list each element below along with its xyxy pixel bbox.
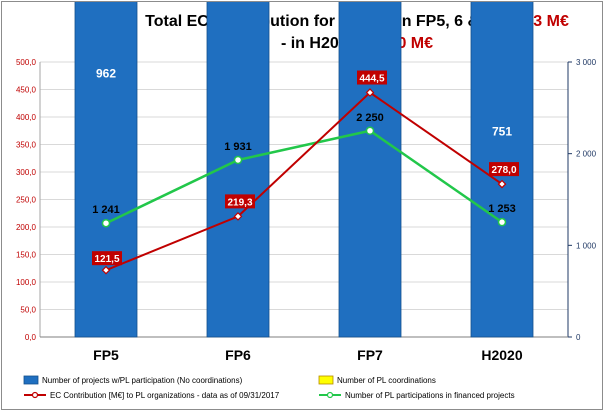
contribution-label-box: [489, 162, 519, 177]
point-participations: [101, 218, 111, 228]
contribution-label-box: [225, 194, 255, 209]
left-tick-label: 400,0: [16, 113, 37, 122]
legend-label: EC Contribution [M€] to PL organizations…: [50, 391, 280, 400]
category-label: FP5: [93, 347, 119, 363]
line-participations: [105, 129, 503, 225]
participations-label: 1 253: [488, 203, 516, 215]
bar-projects-label: 751: [492, 124, 512, 138]
legend: Number of projects w/PL participation (N…: [23, 375, 515, 400]
line-contribution: [105, 91, 503, 272]
point-participations: [365, 126, 375, 135]
point-contribution: [233, 212, 243, 221]
legend-swatch: [23, 375, 39, 385]
contribution-label: 444,5: [359, 74, 384, 85]
contribution-label-box: [92, 251, 122, 266]
left-tick-label: 100,0: [16, 278, 37, 287]
left-tick-label: 150,0: [16, 251, 37, 260]
left-tick-label: 450,0: [16, 86, 37, 95]
contribution-label: 219,3: [227, 197, 252, 208]
bars: [74, 2, 534, 338]
participations-label: 1 931: [224, 141, 252, 153]
legend-marker: [31, 391, 39, 399]
contribution-label-box: [357, 70, 387, 85]
left-tick-label: 300,0: [16, 168, 37, 177]
right-tick-label: 2 000: [576, 150, 597, 159]
left-tick-label: 350,0: [16, 141, 37, 150]
bar-projects-label: 1 245: [223, 2, 253, 3]
left-tick-label: 250,0: [16, 196, 37, 205]
title-line-1-text: Total EC Contribution for Poland in FP5,…: [145, 13, 502, 30]
legend-marker: [326, 391, 334, 399]
bar-projects: [338, 2, 402, 338]
point-participations: [233, 155, 243, 165]
left-tick-label: 500,0: [16, 58, 37, 67]
right-tick-label: 0: [576, 333, 581, 342]
category-label: H2020: [481, 347, 522, 363]
right-tick-label: 3 000: [576, 58, 597, 67]
left-tick-label: 50,0: [20, 306, 36, 315]
legend-label: Number of projects w/PL participation (N…: [42, 376, 243, 385]
category-label: FP7: [357, 347, 383, 363]
legend-label: Number of PL coordinations: [337, 376, 436, 385]
point-contribution: [365, 88, 375, 97]
point-contribution: [497, 179, 507, 189]
right-tick-label: 1 000: [576, 241, 597, 250]
participations-label: 2 250: [356, 112, 384, 124]
bar-projects: [74, 2, 138, 338]
lines: [101, 88, 507, 275]
participations-label: 1 241: [92, 204, 120, 216]
left-tick-label: 0,0: [25, 333, 37, 342]
contribution-label: 121,5: [94, 254, 119, 265]
left-tick-label: 200,0: [16, 223, 37, 232]
bar-projects-label: 962: [96, 66, 116, 80]
contribution-label: 278,0: [491, 165, 516, 176]
category-label: FP6: [225, 347, 251, 363]
legend-swatch: [318, 375, 334, 385]
point-contribution: [101, 265, 111, 275]
legend-label: Number of PL participations in financed …: [345, 391, 515, 400]
point-participations: [497, 217, 507, 227]
